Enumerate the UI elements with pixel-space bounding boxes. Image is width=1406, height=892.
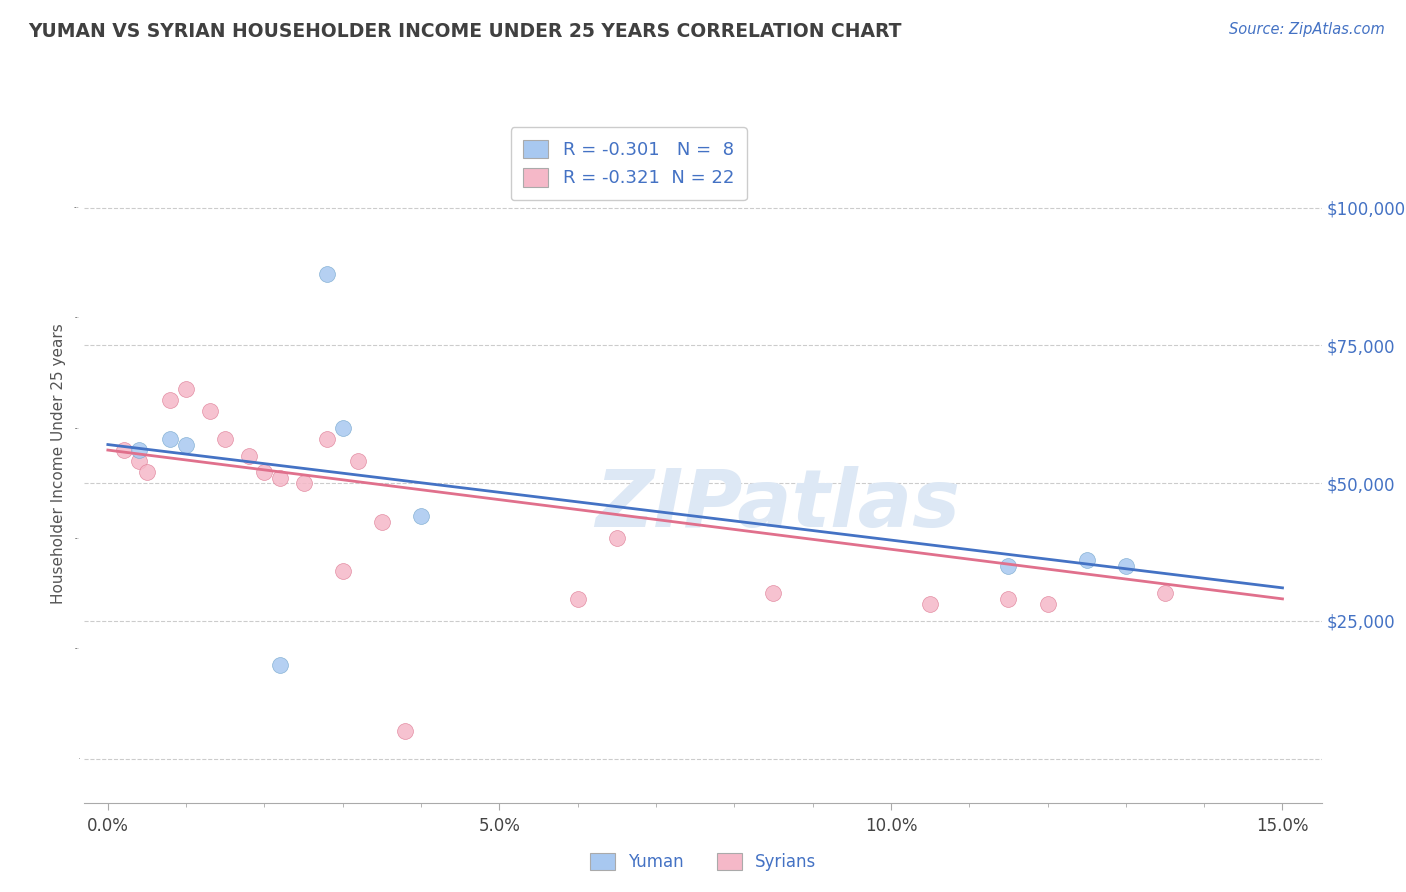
Point [269, 658, 291, 673]
Y-axis label: Householder Income Under 25 years: Householder Income Under 25 years [51, 324, 66, 604]
Point [997, 558, 1019, 573]
Point [567, 591, 589, 606]
Point [1076, 553, 1098, 567]
Legend: Yuman, Syrians: Yuman, Syrians [581, 845, 825, 880]
Point [762, 586, 785, 600]
Point [253, 465, 276, 479]
Point [920, 598, 942, 612]
Point [292, 476, 315, 491]
Point [159, 432, 181, 446]
Point [997, 591, 1019, 606]
Point [198, 404, 221, 418]
Text: Source: ZipAtlas.com: Source: ZipAtlas.com [1229, 22, 1385, 37]
Point [128, 443, 150, 458]
Point [409, 509, 432, 524]
Point [1154, 586, 1177, 600]
Point [112, 443, 135, 458]
Point [394, 724, 416, 739]
Point [316, 267, 339, 281]
Point [1115, 558, 1137, 573]
Point [332, 564, 354, 578]
Point [136, 465, 159, 479]
Legend: R = -0.301   N =  8, R = -0.321  N = 22: R = -0.301 N = 8, R = -0.321 N = 22 [510, 128, 747, 200]
Point [214, 432, 236, 446]
Point [332, 421, 354, 435]
Point [347, 454, 370, 468]
Point [1036, 598, 1059, 612]
Point [371, 515, 394, 529]
Point [316, 432, 339, 446]
Point [174, 383, 197, 397]
Text: YUMAN VS SYRIAN HOUSEHOLDER INCOME UNDER 25 YEARS CORRELATION CHART: YUMAN VS SYRIAN HOUSEHOLDER INCOME UNDER… [28, 22, 901, 41]
Point [606, 531, 628, 545]
Point [174, 437, 197, 451]
Point [128, 454, 150, 468]
Point [269, 470, 291, 484]
Text: ZIPatlas: ZIPatlas [595, 466, 960, 543]
Point [238, 449, 260, 463]
Point [159, 393, 181, 408]
